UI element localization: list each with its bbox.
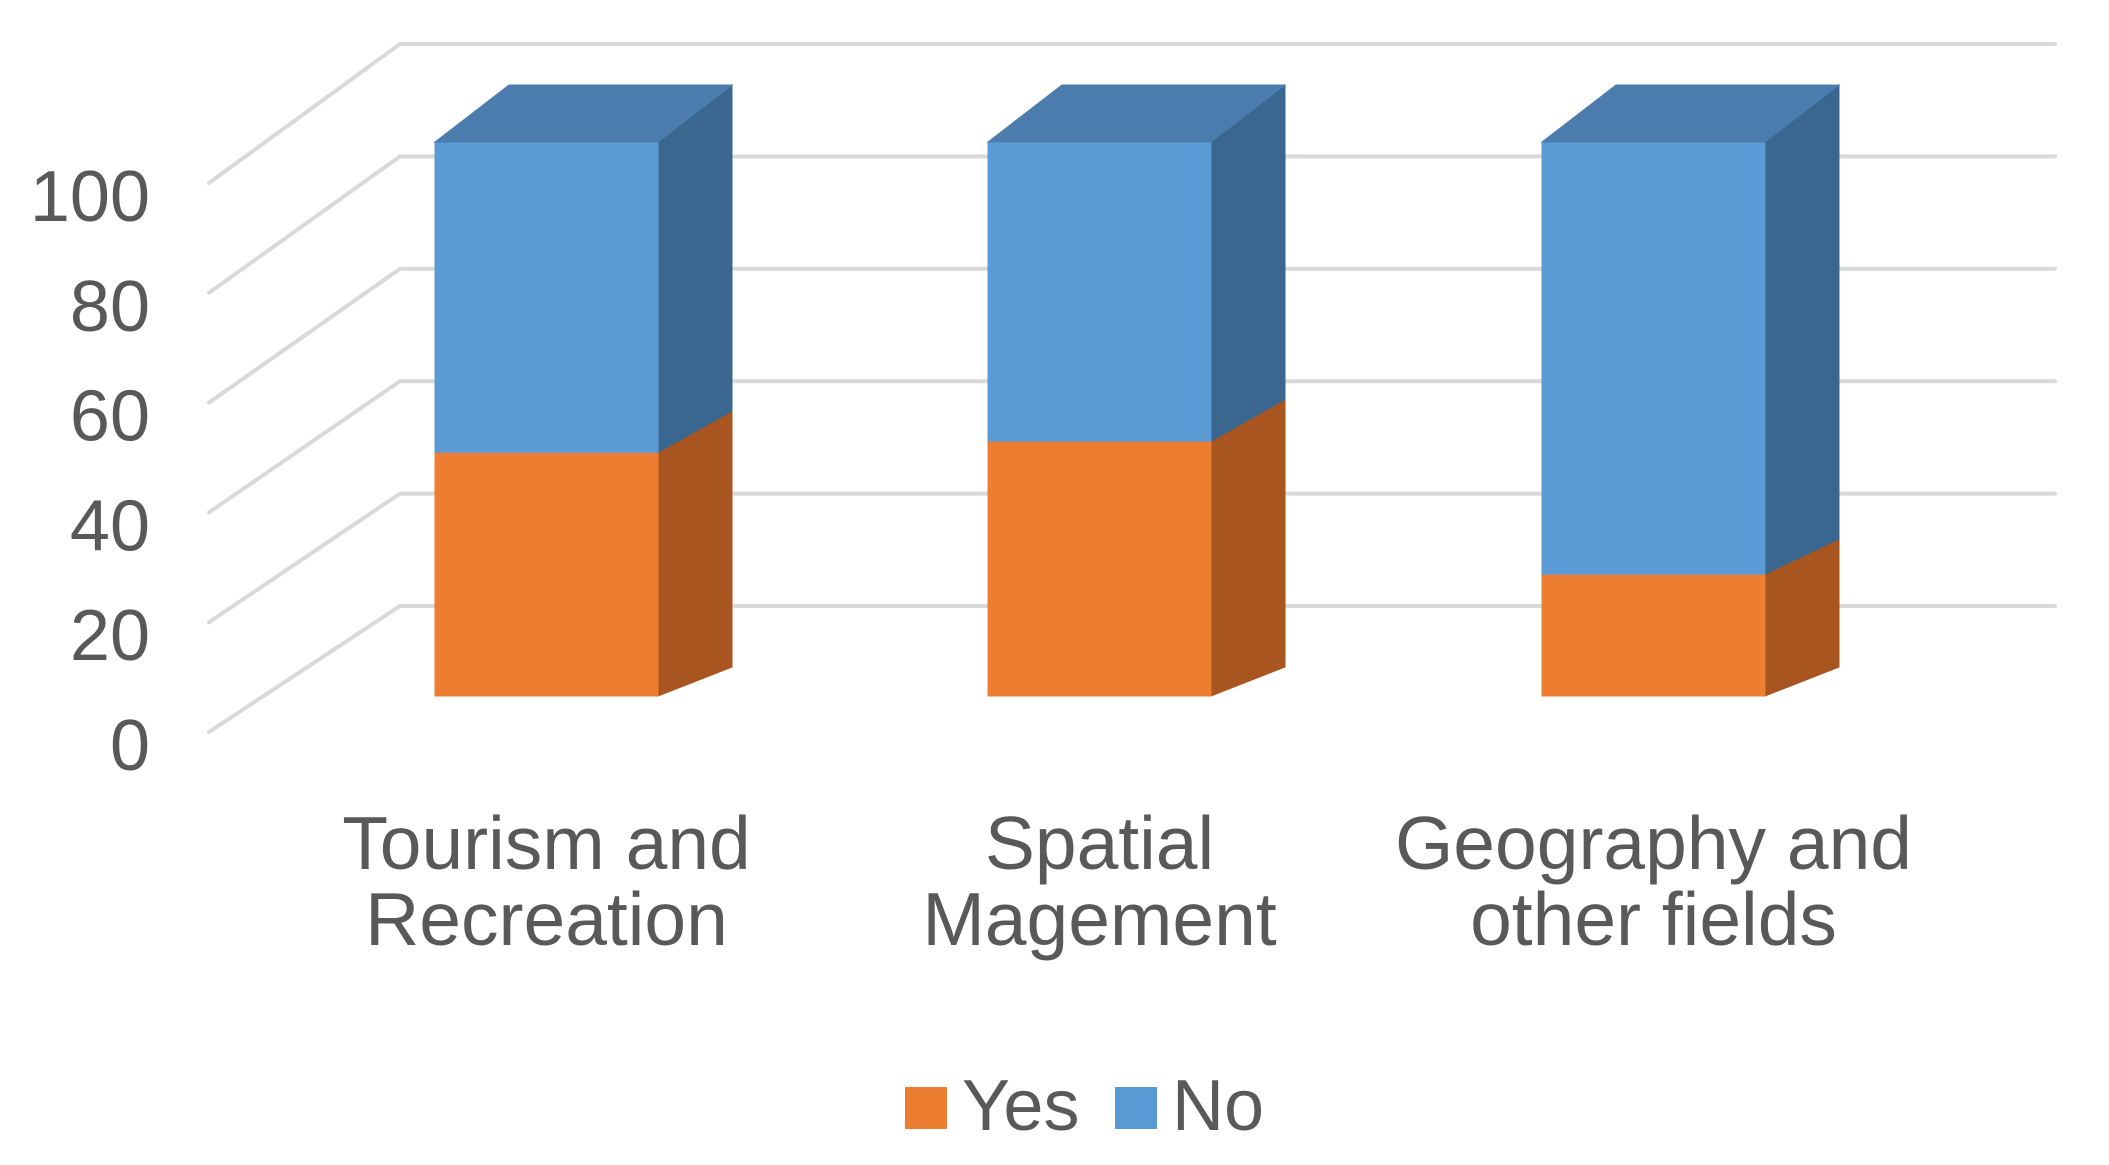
- bar-cat0-no-side-face: [657, 83, 733, 454]
- bar-cat2-no-top-face: [1540, 84, 1841, 143]
- gridline-100: [207, 42, 2057, 185]
- gridlines-layer: [207, 42, 2057, 734]
- category-label-2-line-1: other fields: [1470, 877, 1837, 961]
- category-label-2-line-0: Geography and: [1395, 801, 1912, 885]
- bar-cat2-no-front-face: [1541, 141, 1766, 575]
- bar-cat1-no-front-face: [987, 141, 1212, 442]
- category-label-1: Spatial Magement: [922, 801, 1277, 961]
- bar-cat1-no-top-face: [986, 84, 1287, 143]
- bar-cat2-no-side-face: [1764, 83, 1840, 575]
- bar-cat0-no-front-face: [434, 141, 659, 453]
- bar-cat0-yes-side-face: [657, 410, 733, 697]
- ytick-label-100: 100: [30, 157, 150, 237]
- category-label-1-line-0: Spatial: [985, 801, 1214, 885]
- gridline-40: [207, 379, 2057, 515]
- category-axis-labels: Tourism and Recreation Spatial Magement Geog…: [342, 801, 1912, 961]
- gridline-80: [207, 154, 2057, 295]
- gridline-60: [207, 266, 2057, 405]
- category-label-0-line-0: Tourism and: [342, 801, 751, 885]
- category-label-2: Geography and other fields: [1395, 801, 1912, 961]
- category-label-0: Tourism and Recreation: [342, 801, 751, 961]
- bars-layer: [433, 83, 1841, 697]
- legend-label-no: No: [1172, 1066, 1264, 1146]
- legend-swatch-no: [1115, 1087, 1157, 1129]
- legend: Yes No: [905, 1066, 1264, 1146]
- ytick-label-20: 20: [70, 596, 150, 676]
- bar-cat1-yes-front-face: [987, 440, 1212, 697]
- y-axis-tick-labels: 0 20 40 60 80 100: [30, 157, 150, 786]
- legend-item-yes: Yes: [905, 1066, 1079, 1146]
- category-label-0-line-1: Recreation: [365, 877, 728, 961]
- gridline-20: [207, 491, 2057, 625]
- bar-cat2-yes-front-face: [1541, 573, 1766, 697]
- bar-cat1-yes-side-face: [1210, 398, 1286, 697]
- gridline-0: [207, 604, 2057, 734]
- ytick-label-80: 80: [70, 267, 150, 347]
- legend-label-yes: Yes: [962, 1066, 1079, 1146]
- bar-cat0-no-top-face: [433, 84, 734, 143]
- legend-item-no: No: [1115, 1066, 1264, 1146]
- category-label-1-line-1: Magement: [922, 877, 1277, 961]
- ytick-label-60: 60: [70, 377, 150, 457]
- bar-cat0-yes-front-face: [434, 451, 659, 697]
- ytick-label-40: 40: [70, 486, 150, 566]
- legend-swatch-yes: [905, 1087, 947, 1129]
- ytick-label-0: 0: [110, 706, 150, 786]
- bar-cat1-no-side-face: [1210, 83, 1286, 443]
